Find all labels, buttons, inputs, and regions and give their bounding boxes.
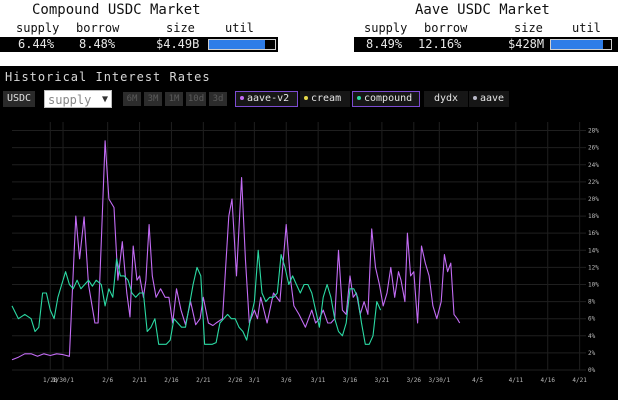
compound-size-header: size — [166, 21, 195, 35]
range-3m-button[interactable]: 3M — [144, 92, 162, 106]
x-tick-label: 2/6 — [102, 377, 113, 384]
x-tick-label: 3/30/1 — [428, 377, 450, 384]
source-dydx-button[interactable]: dydx — [424, 91, 468, 107]
compound-util-header: util — [225, 21, 254, 35]
compound-stats-bar: 6.44% 8.48% $4.49B — [0, 37, 278, 52]
x-tick-label: 4/11 — [509, 377, 524, 384]
y-tick-label: 26% — [588, 145, 599, 152]
chart-controls: USDC supply ▼ 6M 3M 1M 10d 3d aave-v2 cr… — [0, 90, 618, 110]
y-tick-label: 4% — [588, 333, 596, 340]
x-tick-label: 3/6 — [281, 377, 292, 384]
source-label: aave — [480, 93, 505, 104]
series-line-compound — [11, 249, 382, 345]
asset-badge[interactable]: USDC — [3, 91, 36, 107]
compound-util-bar — [208, 39, 276, 50]
x-tick-label: 1/28 — [43, 377, 58, 384]
aave-size-value: $428M — [508, 37, 545, 51]
source-compound-button[interactable]: compound — [352, 91, 420, 107]
cream-dot-icon — [304, 96, 308, 100]
y-tick-label: 18% — [588, 213, 599, 220]
source-label: cream — [311, 93, 342, 104]
x-tick-label: 2/21 — [196, 377, 211, 384]
aave-supply-value: 8.49% — [366, 37, 403, 51]
compound-market-title: Compound USDC Market — [32, 2, 201, 18]
y-tick-label: 2% — [588, 350, 596, 357]
x-tick-label: 2/26 — [228, 377, 243, 384]
rates-chart: 0% 2% 4% 6% 8% 10% 12% 14% 16% 18% 20% 22% 24% 26% 28%… — [11, 122, 599, 384]
y-tick-label: 28% — [588, 128, 599, 135]
range-6m-button[interactable]: 6M — [123, 92, 141, 106]
source-aave-button[interactable]: aave — [469, 91, 509, 107]
range-1m-button[interactable]: 1M — [165, 92, 183, 106]
source-aave-v2-button[interactable]: aave-v2 — [235, 91, 298, 107]
x-tick-label: 3/16 — [343, 377, 358, 384]
aave-borrow-header: borrow — [424, 21, 468, 35]
x-tick-label: 3/21 — [375, 377, 390, 384]
aave-dot-icon — [473, 96, 477, 100]
source-label: aave-v2 — [247, 93, 290, 104]
y-tick-label: 16% — [588, 230, 599, 237]
aave-util-fill — [551, 40, 604, 49]
compound-dot-icon — [357, 96, 361, 100]
aave-util-bar — [550, 39, 612, 50]
y-tick-label: 24% — [588, 162, 599, 169]
source-label: dydx — [434, 93, 459, 104]
aave-supply-header: supply — [364, 21, 408, 35]
range-10d-button[interactable]: 10d — [186, 92, 206, 106]
x-tick-label: 3/26 — [407, 377, 422, 384]
compound-supply-header: supply — [16, 21, 60, 35]
compound-supply-value: 6.44% — [18, 37, 55, 51]
y-tick-label: 14% — [588, 247, 599, 254]
aave-v2-dot-icon — [240, 96, 244, 100]
aave-size-header: size — [514, 21, 543, 35]
chevron-down-icon: ▼ — [101, 94, 108, 105]
compound-borrow-header: borrow — [76, 21, 120, 35]
y-tick-label: 22% — [588, 179, 599, 186]
x-tick-label: 4/16 — [541, 377, 556, 384]
y-tick-label: 10% — [588, 281, 599, 288]
x-tick-label: 2/16 — [164, 377, 179, 384]
compound-util-fill — [209, 40, 266, 49]
x-tick-label: 4/21 — [572, 377, 587, 384]
source-label: compound — [364, 93, 413, 104]
x-tick-label: 3/1 — [249, 377, 260, 384]
aave-borrow-value: 12.16% — [418, 37, 462, 51]
y-tick-label: 20% — [588, 196, 599, 203]
source-cream-button[interactable]: cream — [300, 91, 350, 107]
aave-market-title: Aave USDC Market — [415, 2, 550, 18]
rate-type-value: supply — [48, 93, 92, 107]
y-tick-label: 6% — [588, 316, 596, 323]
compound-size-value: $4.49B — [156, 37, 200, 51]
series-line-aave-v2 — [11, 140, 461, 361]
x-tick-label: 3/11 — [311, 377, 326, 384]
aave-stats-bar: 8.49% 12.16% $428M — [354, 37, 618, 52]
rate-type-select[interactable]: supply ▼ — [44, 90, 112, 108]
y-tick-label: 0% — [588, 367, 596, 374]
panel-title: Historical Interest Rates — [5, 70, 211, 84]
compound-borrow-value: 8.48% — [79, 37, 116, 51]
x-tick-label: 1/30/1 — [52, 377, 74, 384]
historical-rates-panel: Historical Interest Rates USDC supply ▼ … — [0, 66, 618, 400]
range-3d-button[interactable]: 3d — [209, 92, 227, 106]
y-tick-label: 12% — [588, 264, 599, 271]
x-tick-label: 2/11 — [132, 377, 147, 384]
y-tick-label: 8% — [588, 299, 596, 306]
x-tick-label: 4/5 — [472, 377, 483, 384]
aave-util-header: util — [572, 21, 601, 35]
